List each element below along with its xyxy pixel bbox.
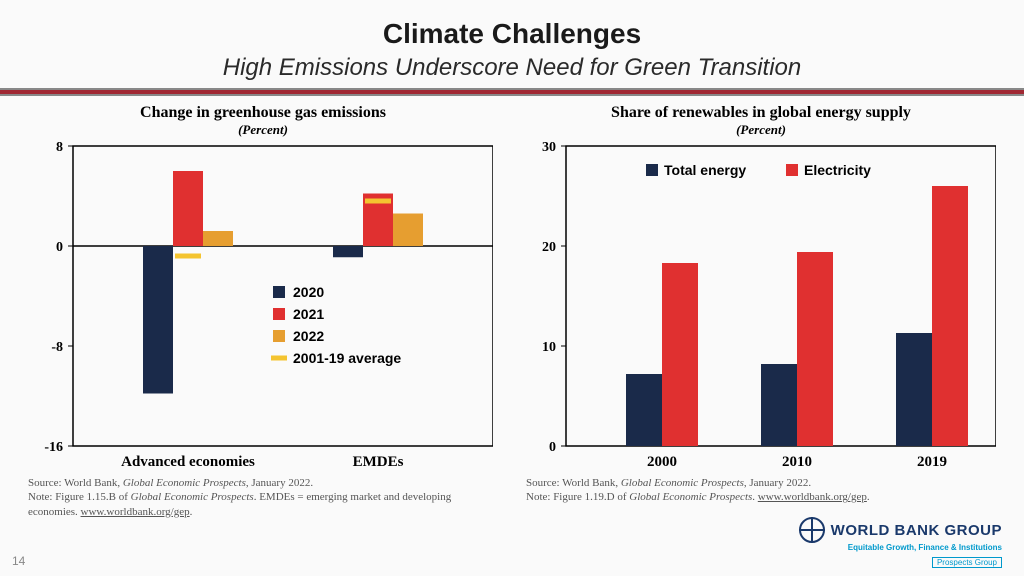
- slide-title: Climate Challenges: [0, 18, 1024, 50]
- svg-text:10: 10: [542, 340, 556, 355]
- svg-text:2020: 2020: [293, 284, 324, 300]
- svg-text:2000: 2000: [647, 454, 677, 470]
- slide-header: Climate Challenges High Emissions Unders…: [0, 0, 1024, 82]
- chart2-unit: (Percent): [526, 122, 996, 138]
- svg-text:20: 20: [542, 240, 556, 255]
- svg-text:EMDEs: EMDEs: [353, 454, 404, 470]
- page-number: 14: [12, 554, 25, 568]
- chart-renewables: Share of renewables in global energy sup…: [526, 104, 996, 519]
- svg-text:-8: -8: [51, 340, 63, 355]
- logo-text: WORLD BANK GROUP: [831, 522, 1002, 539]
- svg-text:2022: 2022: [293, 328, 324, 344]
- svg-text:Electricity: Electricity: [804, 162, 871, 178]
- divider-bar: [0, 88, 1024, 96]
- logo-subtitle-2: Prospects Group: [932, 557, 1002, 568]
- svg-text:2010: 2010: [782, 454, 812, 470]
- slide-subtitle: High Emissions Underscore Need for Green…: [0, 54, 1024, 82]
- logo-subtitle-1: Equitable Growth, Finance & Institutions: [799, 543, 1002, 552]
- svg-text:2021: 2021: [293, 306, 324, 322]
- svg-text:2019: 2019: [917, 454, 947, 470]
- logo-block: WORLD BANK GROUP Equitable Growth, Finan…: [799, 517, 1002, 570]
- globe-icon: [799, 517, 825, 543]
- svg-text:2001-19 average: 2001-19 average: [293, 350, 401, 366]
- charts-container: Change in greenhouse gas emissions (Perc…: [0, 96, 1024, 519]
- svg-text:30: 30: [542, 140, 556, 155]
- chart2-source: Source: World Bank, Global Economic Pros…: [526, 476, 996, 505]
- chart1-source: Source: World Bank, Global Economic Pros…: [28, 476, 498, 519]
- chart2-svg: 0 10 20 30 2000 2010 2019 Total energy Electrici…: [526, 140, 996, 470]
- svg-text:8: 8: [56, 140, 63, 155]
- svg-text:0: 0: [549, 440, 556, 455]
- chart-emissions: Change in greenhouse gas emissions (Perc…: [28, 104, 498, 519]
- svg-text:0: 0: [56, 240, 63, 255]
- chart2-title: Share of renewables in global energy sup…: [526, 104, 996, 122]
- chart1-unit: (Percent): [28, 122, 498, 138]
- chart1-title: Change in greenhouse gas emissions: [28, 104, 498, 122]
- svg-text:Total energy: Total energy: [664, 162, 746, 178]
- chart1-svg: -16 -8 0 8 Advanced economies EMDEs 2020 2021 20…: [33, 140, 493, 470]
- svg-text:-16: -16: [44, 440, 63, 455]
- svg-text:Advanced economies: Advanced economies: [121, 454, 255, 470]
